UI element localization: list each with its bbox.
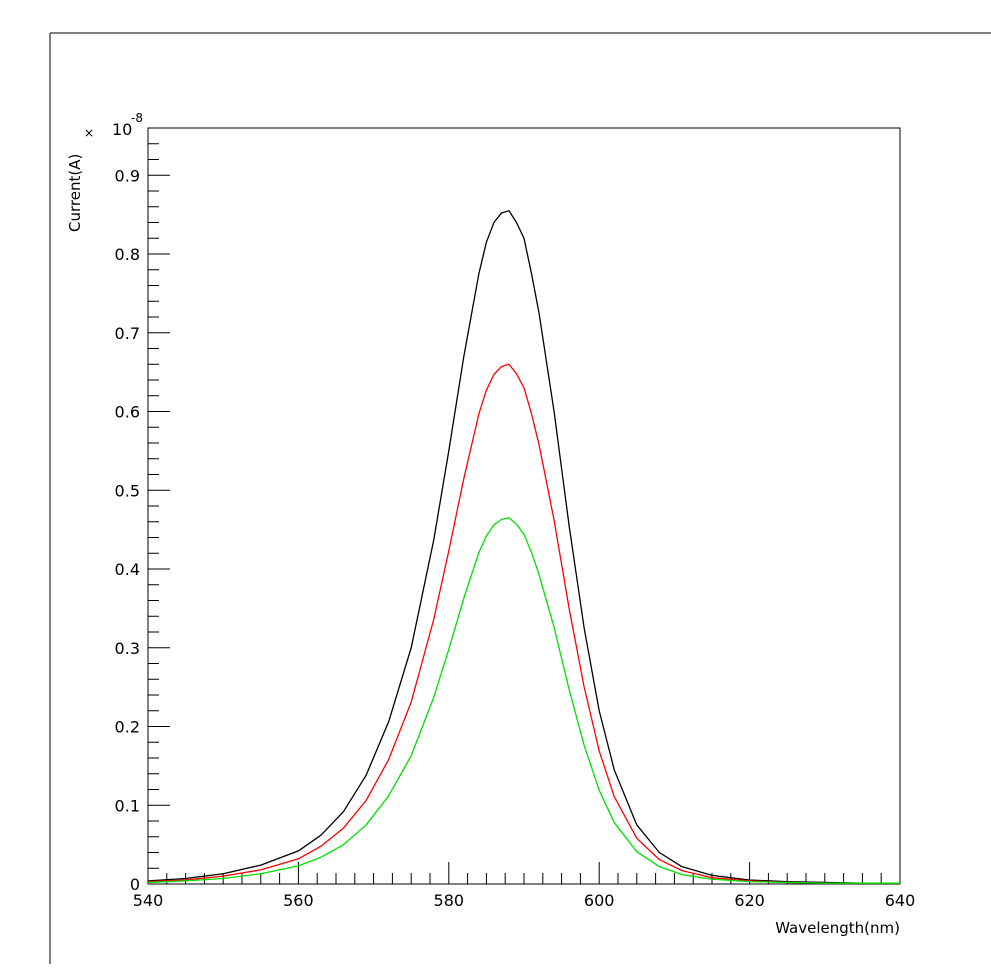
y-exponent-times: ×: [84, 126, 94, 140]
plot-frame: [147, 127, 901, 885]
y-tick-label: 0.8: [115, 245, 140, 264]
x-tick-label: 540: [133, 891, 164, 910]
y-tick-label: 0.7: [115, 324, 140, 343]
y-tick-label: 0.4: [115, 560, 140, 579]
y-exponent-power: -8: [131, 111, 143, 125]
series-group: [147, 210, 900, 884]
series-line-1: [147, 210, 900, 884]
y-tick-label: 0.1: [115, 796, 140, 815]
axis-ticks: [147, 127, 901, 885]
x-tick-label: 640: [885, 891, 916, 910]
y-tick-label: 0.9: [115, 166, 140, 185]
y-tick-label: 0.3: [115, 639, 140, 658]
y-tick-label: 0.6: [115, 403, 140, 422]
y-tick-label: 0.2: [115, 718, 140, 737]
y-tick-label: 0.5: [115, 481, 140, 500]
series-line-3: [147, 517, 900, 884]
x-tick-label: 560: [283, 891, 314, 910]
y-exponent-base: 10: [112, 120, 132, 139]
x-tick-label: 580: [434, 891, 465, 910]
x-axis-label: Wavelength(nm): [775, 919, 900, 937]
y-axis-label: Current(A): [66, 154, 84, 232]
y-tick-label: 0: [130, 875, 140, 894]
x-tick-label: 620: [734, 891, 765, 910]
series-line-2: [147, 363, 900, 884]
tick-labels: 540 560 580 600 620 640 0 0.1 0.2 0.3 0.4 0.5 0.6 0.7…: [115, 166, 916, 910]
x-tick-label: 600: [584, 891, 615, 910]
